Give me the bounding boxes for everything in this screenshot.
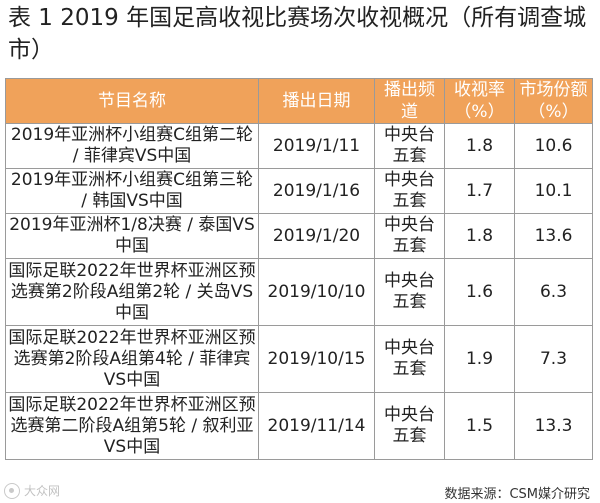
cell-rating: 1.7 xyxy=(444,168,515,214)
table-row: 国际足联2022年世界杯亚洲区预选赛第2阶段A组第2轮 / 关岛VS中国 201… xyxy=(5,258,593,326)
cell-date: 2019/11/14 xyxy=(258,392,375,460)
cell-channel: 中央台五套 xyxy=(374,213,445,259)
cell-program: 2019年亚洲杯小组赛C组第二轮 / 菲律宾VS中国 xyxy=(5,123,259,169)
cell-rating: 1.9 xyxy=(444,325,515,393)
header-share: 市场份额（%） xyxy=(514,78,593,124)
cell-share: 10.1 xyxy=(514,168,593,214)
cell-share: 13.6 xyxy=(514,213,593,259)
header-rating: 收视率（%） xyxy=(444,78,515,124)
cell-program: 国际足联2022年世界杯亚洲区预选赛第2阶段A组第4轮 / 菲律宾VS中国 xyxy=(5,325,259,393)
cell-share: 7.3 xyxy=(514,325,593,393)
cell-rating: 1.6 xyxy=(444,258,515,326)
cell-channel: 中央台五套 xyxy=(374,325,445,393)
cell-channel: 中央台五套 xyxy=(374,392,445,460)
watermark-logo-icon xyxy=(4,482,20,499)
table-row: 2019年亚洲杯小组赛C组第三轮 / 韩国VS中国 2019/1/16 中央台五… xyxy=(5,168,593,214)
cell-rating: 1.8 xyxy=(444,213,515,259)
header-channel: 播出频道 xyxy=(374,78,445,124)
watermark: 大众网 xyxy=(4,482,60,499)
cell-rating: 1.8 xyxy=(444,123,515,169)
watermark-text: 大众网 xyxy=(24,484,61,498)
table-title: 表 1 2019 年国足高收视比赛场次收视概况（所有调查城市） xyxy=(8,5,587,63)
cell-date: 2019/1/20 xyxy=(258,213,375,259)
cell-share: 13.3 xyxy=(514,392,593,460)
footer: 大众网 数据来源：CSM媒介研究 xyxy=(0,478,600,503)
cell-program: 国际足联2022年世界杯亚洲区预选赛第2阶段A组第2轮 / 关岛VS中国 xyxy=(5,258,259,326)
header-date: 播出日期 xyxy=(258,78,375,124)
cell-date: 2019/10/10 xyxy=(258,258,375,326)
cell-date: 2019/1/16 xyxy=(258,168,375,214)
header-program: 节目名称 xyxy=(5,78,259,124)
cell-date: 2019/10/15 xyxy=(258,325,375,393)
cell-share: 10.6 xyxy=(514,123,593,169)
cell-share: 6.3 xyxy=(514,258,593,326)
table-row: 2019年亚洲杯小组赛C组第二轮 / 菲律宾VS中国 2019/1/11 中央台… xyxy=(5,123,593,169)
cell-channel: 中央台五套 xyxy=(374,168,445,214)
header-row: 节目名称 播出日期 播出频道 收视率（%） 市场份额（%） xyxy=(5,78,593,124)
cell-program: 国际足联2022年世界杯亚洲区预选赛第二阶段A组第5轮 / 叙利亚VS中国 xyxy=(5,392,259,460)
table-row: 国际足联2022年世界杯亚洲区预选赛第2阶段A组第4轮 / 菲律宾VS中国 20… xyxy=(5,325,593,393)
cell-channel: 中央台五套 xyxy=(374,123,445,169)
cell-program: 2019年亚洲杯小组赛C组第三轮 / 韩国VS中国 xyxy=(5,168,259,214)
cell-date: 2019/1/11 xyxy=(258,123,375,169)
cell-channel: 中央台五套 xyxy=(374,258,445,326)
ratings-table: 节目名称 播出日期 播出频道 收视率（%） 市场份额（%） 2019年亚洲杯小组… xyxy=(5,78,593,460)
data-source: 数据来源：CSM媒介研究 xyxy=(444,487,590,502)
table-row: 国际足联2022年世界杯亚洲区预选赛第二阶段A组第5轮 / 叙利亚VS中国 20… xyxy=(5,392,593,460)
cell-program: 2019年亚洲杯1/8决赛 / 泰国VS中国 xyxy=(5,213,259,259)
cell-rating: 1.5 xyxy=(444,392,515,460)
table-row: 2019年亚洲杯1/8决赛 / 泰国VS中国 2019/1/20 中央台五套 1… xyxy=(5,213,593,259)
